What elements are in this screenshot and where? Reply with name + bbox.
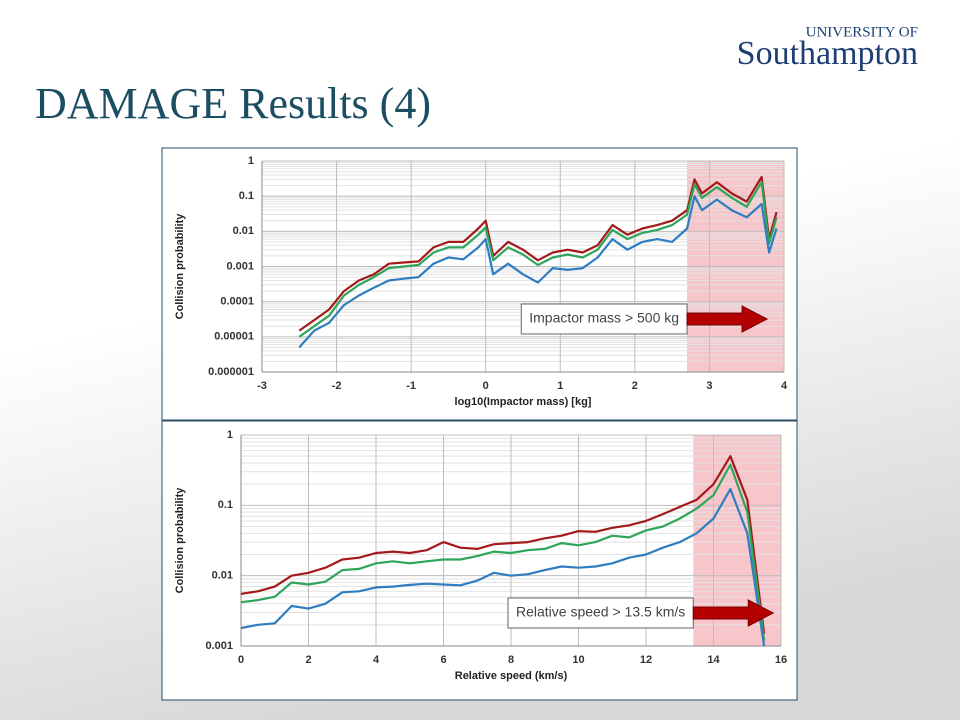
series-line: [241, 463, 766, 641]
y-axis-label: Collision probability: [174, 487, 186, 594]
y-tick-label: 0.0001: [220, 296, 254, 308]
x-tick-label: 2: [632, 380, 638, 392]
series-line: [298, 181, 778, 338]
series-line: [298, 175, 778, 332]
y-tick-label: 0.01: [212, 570, 233, 582]
annotation-text: Relative speed > 13.5 km/s: [516, 604, 685, 620]
annotation-box: [507, 597, 694, 629]
x-tick-label: 8: [508, 654, 514, 666]
x-tick-label: 6: [440, 654, 446, 666]
x-tick-label: 4: [373, 654, 380, 666]
x-tick-label: 0: [483, 380, 489, 392]
y-axis-label: Collision probability: [174, 213, 186, 320]
x-tick-label: 1: [557, 380, 563, 392]
y-tick-label: 0.00001: [214, 331, 254, 343]
charts: 1 0.1 0.01 0.001 0.0001 0.00001 0.000001-3 -2 -1…: [161, 147, 798, 701]
x-tick-label: 0: [238, 654, 244, 666]
x-tick-label: 16: [775, 654, 787, 666]
x-axis-label: Relative speed (km/s): [455, 670, 568, 682]
y-tick-label: 0.01: [233, 225, 254, 237]
chart-frame: [161, 420, 798, 701]
x-tick-label: -3: [257, 380, 267, 392]
y-tick-label: 1: [227, 429, 233, 441]
x-tick-label: 4: [781, 380, 788, 392]
series-group: [298, 175, 778, 349]
series-line: [298, 195, 778, 349]
y-tick-label: 0.000001: [208, 366, 254, 378]
x-tick-label: 12: [640, 654, 652, 666]
x-tick-label: -1: [406, 380, 416, 392]
x-tick-label: 3: [706, 380, 712, 392]
y-tick-label: 0.001: [205, 640, 233, 652]
slide-title: DAMAGE Results (4): [35, 79, 431, 128]
y-tick-label: 0.001: [226, 260, 254, 272]
annotation-arrow: [692, 599, 775, 627]
x-tick-label: 2: [305, 654, 311, 666]
annotation-arrow: [686, 305, 769, 333]
series-line: [241, 455, 766, 634]
x-axis-label: log10(Impactor mass) [kg]: [455, 396, 592, 408]
series-line: [241, 488, 766, 646]
annotation-text: Impactor mass > 500 kg: [529, 310, 679, 326]
x-tick-label: 14: [707, 654, 720, 666]
y-tick-label: 0.1: [218, 499, 233, 511]
series-group: [241, 455, 766, 646]
y-tick-label: 0.1: [239, 190, 254, 202]
x-tick-label: 10: [572, 654, 584, 666]
logo-top: UNIVERSITY OF: [806, 24, 918, 40]
x-tick-label: -2: [332, 380, 342, 392]
y-tick-label: 1: [248, 155, 254, 167]
logo-main: Southampton: [737, 35, 918, 72]
